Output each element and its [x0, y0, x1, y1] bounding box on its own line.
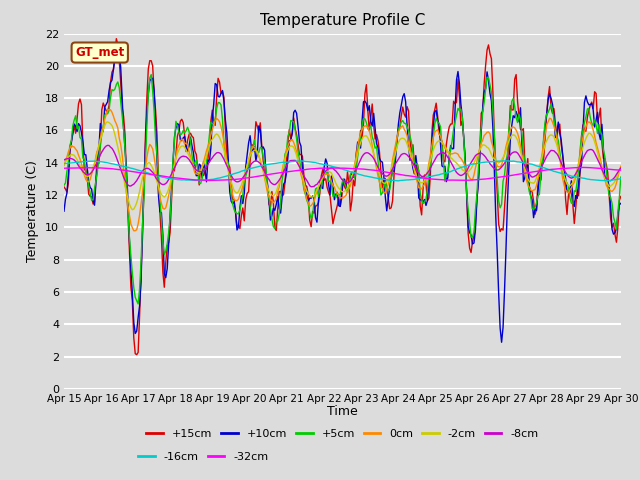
Y-axis label: Temperature (C): Temperature (C) [26, 160, 39, 262]
Legend: -16cm, -32cm: -16cm, -32cm [134, 448, 273, 467]
Title: Temperature Profile C: Temperature Profile C [260, 13, 425, 28]
Text: GT_met: GT_met [75, 46, 124, 59]
X-axis label: Time: Time [327, 405, 358, 418]
